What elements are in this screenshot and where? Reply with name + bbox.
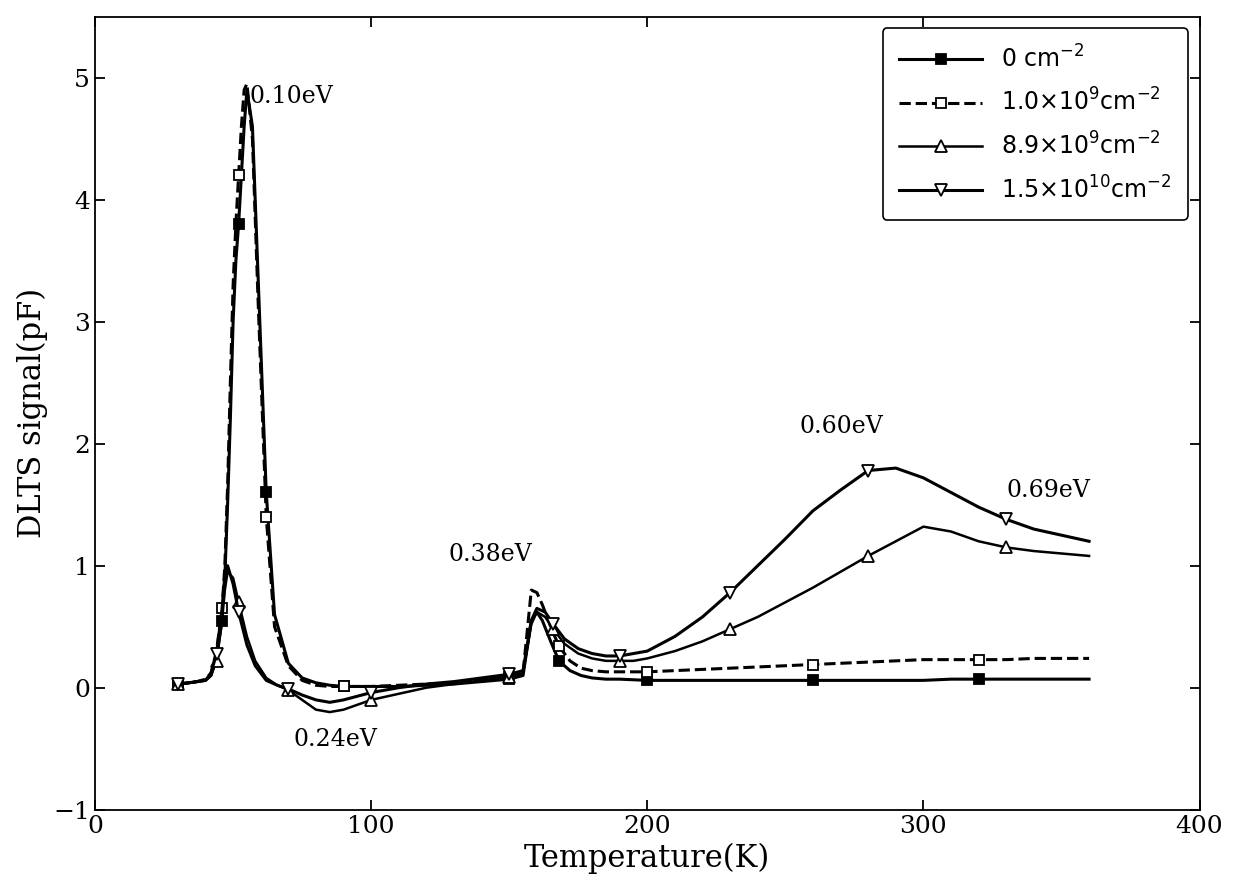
X-axis label: Temperature(K): Temperature(K): [525, 843, 770, 874]
0 cm$^{-2}$: [523, 616, 538, 626]
1.0×10$^{9}$cm$^{-2}$: [223, 377, 238, 388]
0 cm$^{-2}$: [246, 121, 260, 132]
1.5×10$^{10}$cm$^{-2}$: [546, 619, 560, 630]
1.0×10$^{9}$cm$^{-2}$: [190, 676, 205, 687]
1.5×10$^{10}$cm$^{-2}$: [226, 578, 241, 589]
Line: 1.5×10$^{10}$cm$^{-2}$: 1.5×10$^{10}$cm$^{-2}$: [172, 462, 1095, 707]
8.9×10$^{9}$cm$^{-2}$: [546, 624, 560, 634]
8.9×10$^{9}$cm$^{-2}$: [226, 573, 241, 584]
1.0×10$^{9}$cm$^{-2}$: [1081, 653, 1096, 664]
Text: 0.60eV: 0.60eV: [799, 414, 883, 437]
1.0×10$^{9}$cm$^{-2}$: [523, 584, 538, 595]
8.9×10$^{9}$cm$^{-2}$: [170, 679, 185, 690]
0 cm$^{-2}$: [170, 679, 185, 690]
8.9×10$^{9}$cm$^{-2}$: [640, 653, 655, 664]
1.5×10$^{10}$cm$^{-2}$: [1081, 536, 1096, 547]
1.0×10$^{9}$cm$^{-2}$: [239, 78, 254, 89]
8.9×10$^{9}$cm$^{-2}$: [584, 653, 599, 664]
1.0×10$^{9}$cm$^{-2}$: [170, 679, 185, 690]
0 cm$^{-2}$: [215, 616, 229, 626]
8.9×10$^{9}$cm$^{-2}$: [570, 648, 585, 658]
0 cm$^{-2}$: [223, 414, 238, 425]
8.9×10$^{9}$cm$^{-2}$: [392, 689, 407, 699]
1.5×10$^{10}$cm$^{-2}$: [170, 679, 185, 690]
1.5×10$^{10}$cm$^{-2}$: [570, 643, 585, 654]
0 cm$^{-2}$: [1081, 674, 1096, 684]
0 cm$^{-2}$: [696, 675, 711, 686]
1.0×10$^{9}$cm$^{-2}$: [246, 134, 260, 144]
8.9×10$^{9}$cm$^{-2}$: [322, 707, 337, 717]
0 cm$^{-2}$: [190, 676, 205, 687]
1.5×10$^{10}$cm$^{-2}$: [322, 697, 337, 707]
Y-axis label: DLTS signal(pF): DLTS signal(pF): [16, 288, 48, 538]
1.0×10$^{9}$cm$^{-2}$: [322, 681, 337, 691]
Text: 0.69eV: 0.69eV: [1006, 479, 1090, 503]
Line: 1.0×10$^{9}$cm$^{-2}$: 1.0×10$^{9}$cm$^{-2}$: [174, 79, 1094, 691]
1.5×10$^{10}$cm$^{-2}$: [640, 646, 655, 657]
Text: 0.24eV: 0.24eV: [294, 728, 378, 751]
1.5×10$^{10}$cm$^{-2}$: [584, 648, 599, 658]
Text: 0.38eV: 0.38eV: [449, 543, 532, 566]
1.5×10$^{10}$cm$^{-2}$: [392, 683, 407, 693]
1.0×10$^{9}$cm$^{-2}$: [215, 603, 229, 614]
1.0×10$^{9}$cm$^{-2}$: [696, 664, 711, 674]
8.9×10$^{9}$cm$^{-2}$: [916, 521, 931, 532]
0 cm$^{-2}$: [239, 85, 254, 95]
Legend: 0 cm$^{-2}$, 1.0×10$^{9}$cm$^{-2}$, 8.9×10$^{9}$cm$^{-2}$, 1.5×10$^{10}$cm$^{-2}: 0 cm$^{-2}$, 1.0×10$^{9}$cm$^{-2}$, 8.9×…: [883, 29, 1188, 220]
Line: 8.9×10$^{9}$cm$^{-2}$: 8.9×10$^{9}$cm$^{-2}$: [172, 521, 1095, 717]
0 cm$^{-2}$: [336, 681, 351, 691]
1.5×10$^{10}$cm$^{-2}$: [888, 462, 903, 473]
Line: 0 cm$^{-2}$: 0 cm$^{-2}$: [174, 85, 1094, 691]
8.9×10$^{9}$cm$^{-2}$: [1081, 551, 1096, 561]
Text: 0.10eV: 0.10eV: [249, 86, 334, 108]
